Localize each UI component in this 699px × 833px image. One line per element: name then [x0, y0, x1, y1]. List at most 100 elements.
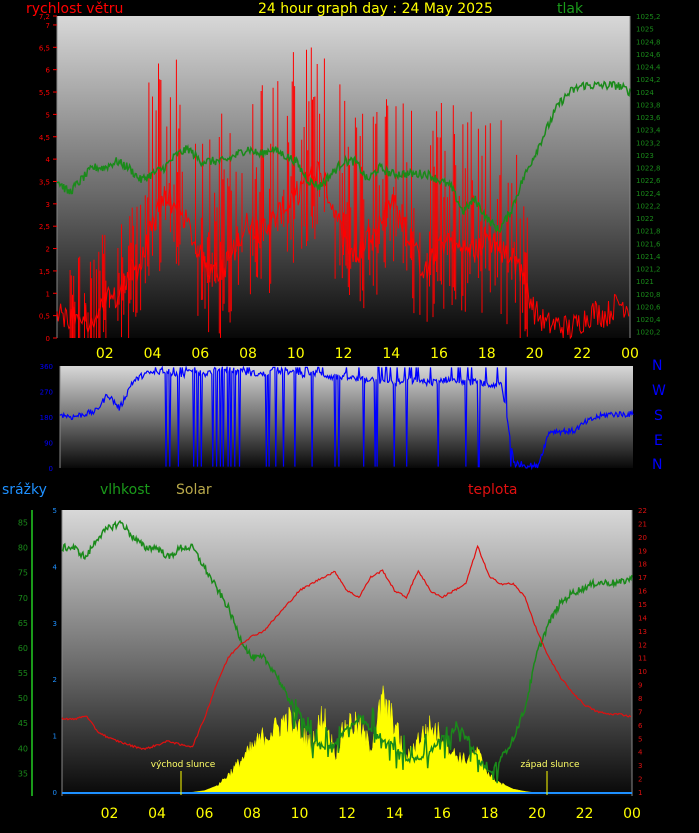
temperature-axis-tick-15: 16 — [638, 588, 647, 596]
wind-speed-label: rychlost větru — [26, 1, 124, 17]
pressure-axis-tick-3: 1020,8 — [636, 291, 661, 299]
humidity-axis-tick-8: 75 — [18, 569, 28, 578]
pressure-axis-tick-23: 1024,8 — [636, 38, 661, 46]
humidity-axis-tick-2: 45 — [18, 719, 28, 728]
humidity-axis-tick-7: 70 — [18, 594, 28, 603]
rain-axis-tick-4: 4 — [53, 563, 58, 571]
temperature-axis-tick-11: 12 — [638, 641, 647, 649]
temperature-axis-tick-9: 10 — [638, 668, 647, 676]
pressure-axis-tick-12: 1022,6 — [636, 177, 661, 185]
humidity-label: vlhkost — [100, 482, 151, 498]
temperature-axis-tick-21: 22 — [638, 507, 647, 515]
temperature-axis-tick-18: 19 — [638, 547, 647, 555]
humidity-axis-tick-3: 50 — [18, 694, 28, 703]
wind-axis-tick-3: 1,5 — [39, 268, 50, 276]
temperature-axis-tick-13: 14 — [638, 614, 647, 622]
wind-speed-line — [56, 160, 630, 340]
pressure-axis-tick-19: 1024 — [636, 89, 654, 97]
top-x-tick-3: 08 — [239, 346, 257, 362]
top-x-tick-11: 00 — [621, 346, 639, 362]
bottom-x-tick-4: 10 — [291, 806, 309, 822]
wind-axis-tick-2: 1 — [46, 290, 50, 298]
temperature-axis-tick-7: 8 — [638, 695, 642, 703]
pressure-axis-tick-25: 1025,2 — [636, 13, 661, 21]
direction-label-n: N — [652, 358, 663, 374]
pressure-axis-tick-1: 1020,4 — [636, 316, 661, 324]
pressure-label: tlak — [557, 1, 584, 17]
sunset-annotation: západ slunce — [520, 760, 580, 770]
pressure-axis-tick-24: 1025 — [636, 26, 654, 34]
rain-axis-tick-1: 1 — [53, 733, 57, 741]
rain-label: srážky — [2, 482, 47, 498]
temperature-axis-tick-0: 1 — [638, 789, 642, 797]
pressure-axis-tick-15: 1023,2 — [636, 139, 661, 147]
rain-axis-tick-0: 0 — [53, 789, 57, 797]
wind-axis-tick-11: 5,5 — [39, 89, 50, 97]
temperature-label: teplota — [468, 482, 518, 498]
temperature-axis-tick-10: 11 — [638, 655, 647, 663]
wind-axis-tick-14: 7 — [46, 22, 50, 30]
pressure-axis-tick-18: 1023,8 — [636, 101, 661, 109]
humidity-axis-tick-0: 35 — [18, 769, 28, 778]
top-x-tick-5: 12 — [335, 346, 353, 362]
top-x-tick-4: 10 — [287, 346, 305, 362]
pressure-axis-tick-17: 1023,6 — [636, 114, 661, 122]
wind-axis-tick-13: 6,5 — [39, 44, 50, 52]
pressure-axis-tick-6: 1021,4 — [636, 253, 661, 261]
temperature-axis-tick-8: 9 — [638, 682, 642, 690]
pressure-axis-tick-0: 1020,2 — [636, 329, 661, 337]
temperature-line — [61, 544, 632, 751]
pressure-axis-tick-5: 1021,2 — [636, 266, 661, 274]
humidity-line — [61, 519, 633, 784]
direction-plot-area — [60, 366, 633, 468]
rain-axis-tick-3: 3 — [53, 620, 57, 628]
temperature-axis-tick-19: 20 — [638, 534, 647, 542]
wind-axis-tick-8: 4 — [46, 156, 51, 164]
top-x-tick-1: 04 — [144, 346, 162, 362]
pressure-axis-tick-20: 1024,2 — [636, 76, 661, 84]
wind-direction-line — [59, 365, 634, 471]
direction-axis-tick-4: 360 — [40, 363, 53, 371]
temperature-axis-tick-2: 3 — [638, 762, 642, 770]
humidity-axis-tick-5: 60 — [18, 644, 28, 653]
solar-label: Solar — [176, 482, 212, 498]
direction-label-s: S — [654, 408, 663, 424]
bottom-x-tick-2: 06 — [196, 806, 214, 822]
temperature-axis-tick-6: 7 — [638, 708, 642, 716]
direction-axis-tick-1: 90 — [44, 440, 53, 448]
direction-label-e: E — [654, 433, 663, 449]
bottom-x-tick-6: 14 — [386, 806, 404, 822]
temperature-axis-tick-12: 13 — [638, 628, 647, 636]
wind-axis-tick-7: 3,5 — [39, 178, 50, 186]
pressure-axis-tick-10: 1022,2 — [636, 202, 661, 210]
wind-axis-tick-1: 0,5 — [39, 313, 50, 321]
humidity-axis-tick-1: 40 — [18, 744, 28, 753]
pressure-axis-tick-8: 1021,8 — [636, 228, 661, 236]
wind-axis-tick-0: 0 — [46, 335, 50, 343]
humidity-axis-tick-4: 55 — [18, 669, 28, 678]
direction-axis-tick-3: 270 — [40, 389, 53, 397]
bottom-x-tick-10: 22 — [576, 806, 594, 822]
direction-label-w: W — [652, 383, 666, 399]
bottom-x-tick-8: 18 — [481, 806, 499, 822]
wind-axis-tick-5: 2,5 — [39, 223, 50, 231]
wind-axis-tick-12: 6 — [46, 67, 51, 75]
pressure-line — [56, 80, 631, 234]
top-x-tick-9: 20 — [526, 346, 544, 362]
direction-label-n2: N — [652, 457, 663, 473]
temperature-axis-tick-4: 5 — [638, 735, 642, 743]
direction-axis-tick-2: 180 — [40, 414, 53, 422]
sunrise-annotation: východ slunce — [151, 760, 216, 770]
top-x-tick-7: 16 — [430, 346, 448, 362]
bottom-x-tick-7: 16 — [433, 806, 451, 822]
pressure-axis-tick-2: 1020,6 — [636, 303, 661, 311]
bottom-x-tick-9: 20 — [528, 806, 546, 822]
wind-axis-tick-4: 2 — [46, 246, 50, 254]
pressure-axis-tick-21: 1024,4 — [636, 64, 661, 72]
pressure-axis-tick-9: 1022 — [636, 215, 654, 223]
direction-axis-tick-0: 0 — [49, 465, 53, 473]
bottom-x-tick-3: 08 — [243, 806, 261, 822]
humidity-axis-tick-6: 65 — [18, 619, 28, 628]
bottom-x-tick-0: 02 — [101, 806, 119, 822]
